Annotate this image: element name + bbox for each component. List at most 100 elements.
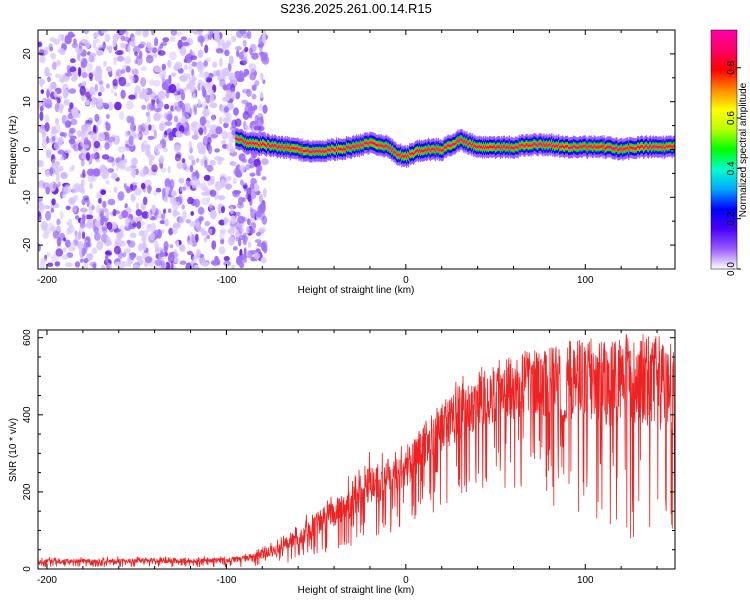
signal-cell: [507, 146, 509, 150]
noise-blob: [219, 178, 226, 188]
noise-blob: [203, 174, 211, 181]
noise-blob: [232, 246, 238, 251]
noise-blob: [71, 205, 78, 214]
noise-blob: [121, 210, 129, 219]
noise-blob: [83, 261, 89, 269]
noise-blob: [60, 34, 65, 42]
noise-blob: [223, 260, 232, 267]
noise-blob: [39, 260, 46, 269]
signal-cell: [277, 145, 279, 148]
signal-cell: [410, 153, 412, 156]
signal-cell: [609, 145, 611, 148]
noise-blob: [159, 43, 164, 49]
signal-cell: [659, 145, 661, 149]
noise-blob: [261, 34, 266, 44]
noise-blob: [118, 76, 127, 87]
noise-blob: [217, 160, 223, 165]
noise-blob: [101, 170, 109, 180]
noise-blob: [44, 122, 50, 132]
noise-blob: [180, 77, 188, 82]
noise-blob: [43, 205, 51, 210]
signal-cell: [571, 146, 574, 149]
noise-blob: [209, 159, 216, 166]
noise-blob: [176, 82, 180, 92]
signal-cell: [411, 152, 413, 155]
noise-blob: [94, 46, 99, 52]
noise-blob: [198, 127, 204, 136]
noise-blob: [47, 262, 54, 267]
noise-blob: [62, 88, 69, 99]
noise-blob: [248, 63, 257, 71]
signal-cell: [488, 146, 490, 149]
noise-blob: [210, 133, 219, 139]
noise-blob: [209, 102, 218, 109]
noise-blob: [215, 48, 224, 54]
signal-cell: [550, 144, 552, 147]
noise-blob: [112, 38, 117, 48]
noise-blob: [126, 187, 131, 194]
signal-cell: [580, 146, 582, 149]
noise-blob: [204, 44, 209, 54]
signal-cell: [564, 146, 566, 149]
signal-cell: [244, 141, 246, 145]
signal-cell: [512, 147, 514, 150]
noise-blob: [59, 210, 64, 220]
noise-blob: [130, 164, 137, 169]
signal-cell: [415, 150, 417, 153]
noise-blob: [45, 210, 52, 221]
noise-blob: [44, 169, 51, 177]
signal-cell: [280, 145, 282, 148]
noise-blob: [98, 92, 102, 97]
noise-blob: [86, 62, 93, 72]
noise-blob: [135, 209, 143, 217]
noise-blob: [182, 162, 187, 171]
signal-cell: [596, 146, 598, 149]
signal-cell: [647, 146, 650, 150]
noise-blob: [113, 186, 118, 193]
noise-blob: [38, 159, 44, 168]
signal-cell: [474, 144, 476, 147]
signal-cell: [334, 149, 336, 152]
tick-label: -200: [37, 275, 57, 286]
noise-blob: [94, 38, 100, 43]
noise-blob: [243, 232, 247, 238]
noise-blob: [138, 124, 143, 134]
signal-cell: [406, 156, 408, 159]
noise-blob: [251, 93, 257, 100]
noise-blob: [173, 144, 181, 153]
signal-cell: [476, 146, 478, 149]
noise-blob: [193, 105, 197, 116]
signal-cell: [520, 143, 522, 147]
noise-blob: [261, 176, 267, 181]
noise-blob: [117, 232, 122, 242]
noise-blob: [94, 113, 100, 123]
noise-blob: [80, 94, 86, 101]
noise-blob: [56, 226, 61, 232]
noise-blob: [97, 216, 101, 222]
signal-cell: [629, 146, 631, 149]
noise-blob: [181, 204, 185, 210]
signal-cell: [471, 144, 473, 147]
noise-blob: [134, 51, 138, 57]
signal-cell: [357, 143, 359, 147]
signal-cell: [266, 145, 268, 148]
noise-blob: [131, 222, 138, 228]
noise-blob: [107, 198, 116, 206]
signal-cell: [241, 138, 243, 141]
signal-cell: [397, 154, 399, 157]
noise-blob: [117, 145, 126, 153]
noise-blob: [97, 132, 106, 142]
noise-blob: [248, 228, 256, 234]
noise-blob: [113, 228, 121, 233]
signal-cell: [441, 149, 443, 152]
signal-cell: [661, 146, 663, 150]
noise-blob: [235, 91, 241, 100]
noise-blob: [200, 158, 204, 167]
noise-blob: [50, 52, 57, 60]
noise-blob: [187, 196, 194, 205]
noise-blob: [86, 253, 94, 261]
noise-blob: [187, 155, 195, 161]
noise-blob: [239, 30, 247, 35]
signal-cell: [590, 145, 592, 148]
noise-blob: [179, 187, 183, 192]
